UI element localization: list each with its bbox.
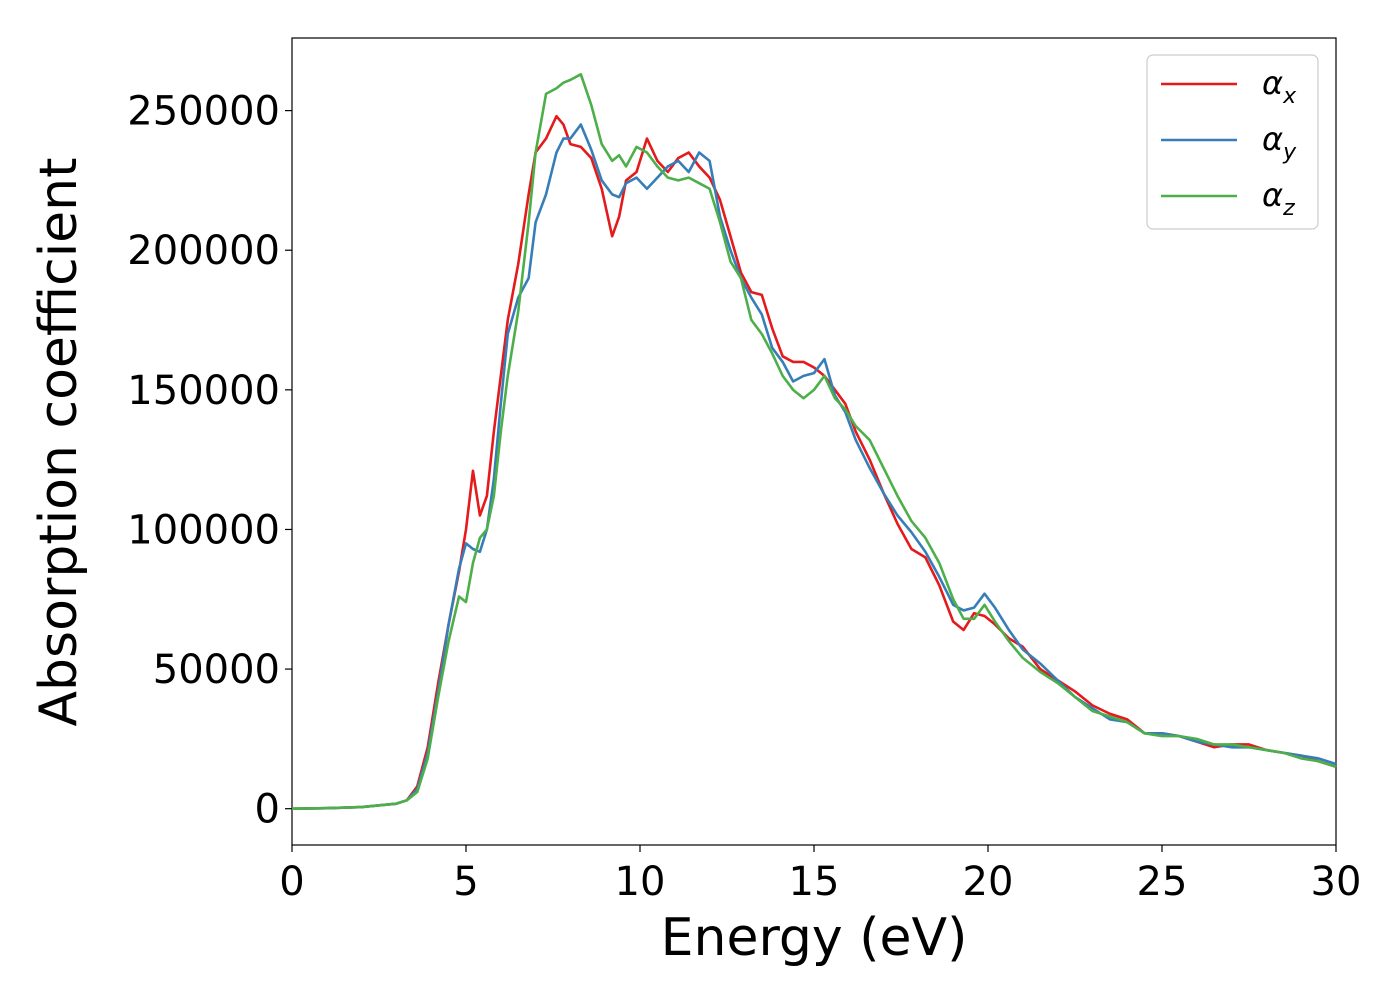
y-tick-label: 0 [255,787,280,833]
y-axis-title: Absorption coefficient [29,157,89,726]
x-tick-label: 15 [789,859,840,905]
x-tick-label: 30 [1311,859,1362,905]
x-axis-ticks: 0 5 10 15 20 25 30 [279,845,1361,905]
series-line-alpha-z [291,73,1337,810]
x-axis-title: Energy (eV) [661,908,968,968]
y-axis-ticks: 0 50000 100000 150000 200000 250000 [127,89,292,833]
x-tick-label: 0 [279,859,304,905]
x-tick-label: 25 [1137,859,1188,905]
y-tick-label: 150000 [127,368,280,414]
y-tick-label: 200000 [127,228,280,274]
y-tick-label: 250000 [127,89,280,135]
x-tick-label: 20 [963,859,1014,905]
y-tick-label: 50000 [153,647,280,693]
y-tick-label: 100000 [127,507,280,553]
series-line-alpha-x [291,114,1337,810]
x-tick-label: 10 [615,859,666,905]
series-lines [291,73,1337,810]
legend-box [1146,54,1319,230]
x-tick-label: 5 [453,859,478,905]
